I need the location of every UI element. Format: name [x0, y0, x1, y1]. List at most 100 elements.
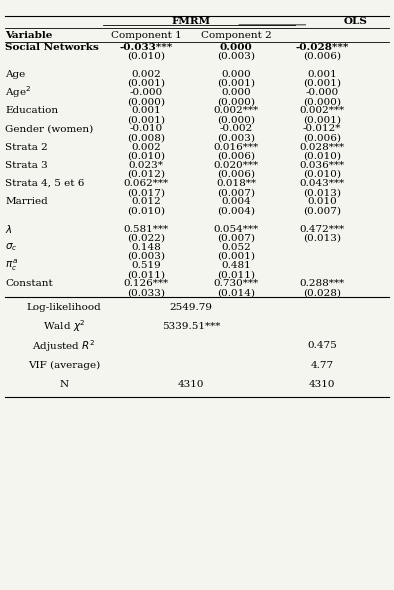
Text: (0.001): (0.001): [127, 79, 165, 88]
Text: (0.000): (0.000): [303, 97, 341, 106]
Text: 0.002***: 0.002***: [299, 106, 345, 115]
Text: (0.003): (0.003): [217, 52, 255, 61]
Text: -0.012*: -0.012*: [303, 124, 341, 133]
Text: (0.010): (0.010): [127, 152, 165, 160]
Text: 0.023*: 0.023*: [129, 161, 164, 170]
Text: Constant: Constant: [5, 279, 53, 288]
Text: (0.028): (0.028): [303, 289, 341, 297]
Text: Adjusted $R^2$: Adjusted $R^2$: [32, 338, 96, 353]
Text: (0.007): (0.007): [303, 206, 341, 215]
Text: 0.581***: 0.581***: [124, 225, 169, 234]
Text: 0.126***: 0.126***: [124, 279, 169, 288]
Text: (0.000): (0.000): [127, 97, 165, 106]
Text: (0.007): (0.007): [217, 234, 255, 242]
Text: (0.006): (0.006): [303, 52, 341, 61]
Text: VIF (average): VIF (average): [28, 360, 100, 370]
Text: Gender (women): Gender (women): [5, 124, 93, 133]
Text: (0.017): (0.017): [127, 188, 165, 197]
Text: $\sigma_c$: $\sigma_c$: [5, 241, 18, 253]
Text: -0.010: -0.010: [130, 124, 163, 133]
Text: (0.013): (0.013): [303, 188, 341, 197]
Text: Strata 4, 5 et 6: Strata 4, 5 et 6: [5, 179, 85, 188]
Text: -0.002: -0.002: [219, 124, 253, 133]
Text: (0.010): (0.010): [127, 52, 165, 61]
Text: 2549.79: 2549.79: [170, 303, 213, 312]
Text: (0.001): (0.001): [127, 116, 165, 124]
Text: 5339.51***: 5339.51***: [162, 322, 220, 331]
Text: 0.020***: 0.020***: [214, 161, 259, 170]
Text: (0.001): (0.001): [217, 252, 255, 261]
Text: 0.472***: 0.472***: [299, 225, 345, 234]
Text: 0.000: 0.000: [220, 42, 253, 51]
Text: (0.011): (0.011): [127, 270, 165, 279]
Text: $\lambda$: $\lambda$: [5, 223, 13, 235]
Text: (0.000): (0.000): [217, 116, 255, 124]
Text: (0.022): (0.022): [127, 234, 165, 242]
Text: Component 1: Component 1: [111, 31, 182, 40]
Text: (0.006): (0.006): [217, 170, 255, 179]
Text: Variable: Variable: [5, 31, 53, 40]
Text: 0.481: 0.481: [221, 261, 251, 270]
Text: 0.002***: 0.002***: [214, 106, 259, 115]
Text: 0.002: 0.002: [131, 70, 161, 79]
Text: Component 2: Component 2: [201, 31, 271, 40]
Text: Age$^2$: Age$^2$: [5, 84, 32, 100]
Text: 0.001: 0.001: [307, 70, 337, 79]
Text: Married: Married: [5, 197, 48, 206]
Text: (0.000): (0.000): [217, 97, 255, 106]
Text: 4310: 4310: [309, 380, 335, 389]
Text: 0.018**: 0.018**: [216, 179, 256, 188]
Text: 0.062***: 0.062***: [124, 179, 169, 188]
Text: (0.014): (0.014): [217, 289, 255, 297]
Text: (0.011): (0.011): [217, 270, 255, 279]
Text: 0.002: 0.002: [131, 143, 161, 152]
Text: (0.010): (0.010): [303, 152, 341, 160]
Text: 4.77: 4.77: [310, 360, 334, 370]
Text: Wald $\chi^2$: Wald $\chi^2$: [43, 319, 85, 335]
Text: (0.010): (0.010): [127, 206, 165, 215]
Text: Strata 3: Strata 3: [5, 161, 48, 170]
Text: $\pi_c^{\,a}$: $\pi_c^{\,a}$: [5, 258, 19, 273]
Text: 4310: 4310: [178, 380, 204, 389]
Text: 0.148: 0.148: [131, 243, 161, 252]
Text: 0.519: 0.519: [131, 261, 161, 270]
Text: 0.028***: 0.028***: [299, 143, 345, 152]
Text: Education: Education: [5, 106, 58, 115]
Text: (0.003): (0.003): [217, 133, 255, 143]
Text: 0.052: 0.052: [221, 243, 251, 252]
Text: -0.000: -0.000: [306, 88, 339, 97]
Text: 0.288***: 0.288***: [299, 279, 345, 288]
Text: 0.004: 0.004: [221, 197, 251, 206]
Text: N: N: [59, 380, 69, 389]
Text: (0.012): (0.012): [127, 170, 165, 179]
Text: (0.010): (0.010): [303, 170, 341, 179]
Text: 0.475: 0.475: [307, 341, 337, 350]
Text: Age: Age: [5, 70, 26, 79]
Text: -0.028***: -0.028***: [296, 42, 349, 51]
Text: 0.054***: 0.054***: [214, 225, 259, 234]
Text: (0.007): (0.007): [217, 188, 255, 197]
Text: (0.013): (0.013): [303, 234, 341, 242]
Text: (0.033): (0.033): [127, 289, 165, 297]
Text: (0.006): (0.006): [303, 133, 341, 143]
Text: 0.043***: 0.043***: [299, 179, 345, 188]
Text: 0.000: 0.000: [221, 88, 251, 97]
Text: Social Networks: Social Networks: [5, 42, 99, 51]
Text: (0.001): (0.001): [303, 116, 341, 124]
Text: (0.004): (0.004): [217, 206, 255, 215]
Text: 0.001: 0.001: [131, 106, 161, 115]
Text: 0.010: 0.010: [307, 197, 337, 206]
Text: 0.730***: 0.730***: [214, 279, 259, 288]
Text: -0.033***: -0.033***: [119, 42, 173, 51]
Text: FMRM: FMRM: [171, 18, 211, 27]
Text: 0.036***: 0.036***: [299, 161, 345, 170]
Text: OLS: OLS: [344, 18, 367, 27]
Text: Strata 2: Strata 2: [5, 143, 48, 152]
Text: (0.003): (0.003): [127, 252, 165, 261]
Text: 0.016***: 0.016***: [214, 143, 259, 152]
Text: 0.000: 0.000: [221, 70, 251, 79]
Text: -0.000: -0.000: [130, 88, 163, 97]
Text: Log-likelihood: Log-likelihood: [27, 303, 101, 312]
Text: (0.008): (0.008): [127, 133, 165, 143]
Text: (0.001): (0.001): [217, 79, 255, 88]
